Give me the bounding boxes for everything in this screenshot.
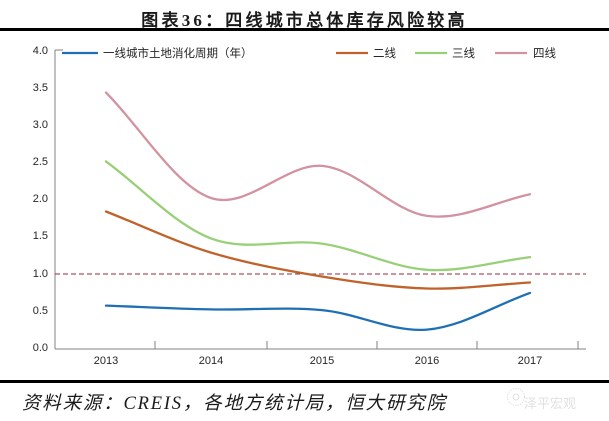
svg-text:3.0: 3.0	[33, 119, 48, 131]
svg-text:一线城市土地消化周期（年）: 一线城市土地消化周期（年）	[103, 46, 253, 60]
svg-text:4.0: 4.0	[33, 45, 48, 57]
svg-text:2016: 2016	[415, 355, 439, 367]
svg-text:2014: 2014	[199, 355, 223, 367]
svg-text:1.5: 1.5	[33, 230, 48, 242]
svg-text:二线: 二线	[373, 46, 396, 60]
svg-text:0.0: 0.0	[33, 342, 48, 354]
svg-text:2013: 2013	[94, 355, 118, 367]
svg-text:2017: 2017	[518, 355, 542, 367]
svg-text:四线: 四线	[533, 46, 556, 60]
svg-text:1.0: 1.0	[33, 268, 48, 280]
svg-text:2015: 2015	[310, 355, 334, 367]
svg-text:2.0: 2.0	[33, 193, 48, 205]
svg-text:3.5: 3.5	[33, 82, 48, 94]
svg-text:2.5: 2.5	[33, 156, 48, 168]
svg-text:0.5: 0.5	[33, 305, 48, 317]
svg-text:三线: 三线	[452, 46, 475, 60]
